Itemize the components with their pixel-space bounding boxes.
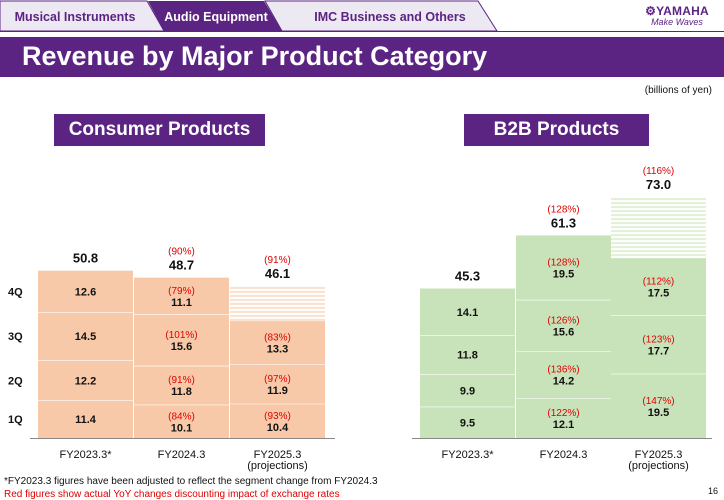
category-label-consumer-1: FY2024.3: [158, 449, 206, 461]
logo-tagline: Make Waves: [651, 17, 703, 27]
bar-consumer-2-1q: [230, 403, 325, 438]
yoy-label-consumer-2-1q: (93%): [264, 411, 291, 422]
value-label-consumer-2-1q: 10.4: [267, 422, 289, 434]
value-label-consumer-0-3q: 14.5: [75, 331, 96, 343]
bar-b2b-2-2q: [611, 315, 706, 374]
value-label-b2b-1-4q: 19.5: [553, 269, 574, 281]
total-label-consumer-2: 46.1: [265, 266, 290, 281]
tab-imc-business[interactable]: IMC Business and Others: [314, 10, 466, 24]
bar-b2b-0-4q: [420, 288, 515, 336]
quarter-label-1q: 1Q: [8, 414, 23, 426]
value-label-consumer-1-1q: 10.1: [171, 422, 192, 434]
yoy-label-consumer-1-2q: (91%): [168, 375, 195, 386]
value-label-consumer-0-4q: 12.6: [75, 286, 96, 298]
value-label-consumer-0-2q: 12.2: [75, 375, 96, 387]
bar-consumer-0-1q: [38, 400, 133, 438]
tab-musical-instruments[interactable]: Musical Instruments: [14, 10, 136, 24]
quarter-label-3q: 3Q: [8, 331, 23, 343]
bar-b2b-1-3q: [516, 299, 611, 352]
bar-consumer-1-1q: [134, 404, 229, 438]
page-title: Revenue by Major Product Category: [22, 41, 488, 71]
bar-consumer-1-3q: [134, 314, 229, 366]
bar-consumer-0-3q: [38, 312, 133, 361]
category-label-consumer-2-sub: (projections): [247, 460, 308, 472]
bar-b2b-2-3q: [611, 257, 706, 316]
category-label-consumer-2: FY2025.3: [254, 449, 302, 461]
category-label-b2b-1: FY2024.3: [540, 449, 588, 461]
total-yoy-label-consumer-1: (90%): [168, 246, 195, 257]
yoy-label-consumer-2-3q: (83%): [264, 332, 291, 343]
category-label-b2b-0: FY2023.3*: [442, 449, 495, 461]
yoy-label-b2b-1-1q: (122%): [547, 408, 579, 419]
yoy-label-consumer-1-4q: (79%): [168, 286, 195, 297]
category-label-consumer-0: FY2023.3*: [60, 449, 113, 461]
bar-consumer-2-2q: [230, 364, 325, 404]
bar-b2b-0-3q: [420, 335, 515, 374]
bar-b2b-2-1q: [611, 373, 706, 438]
yoy-label-b2b-1-3q: (126%): [547, 315, 579, 326]
value-label-b2b-1-3q: 15.6: [553, 326, 574, 338]
value-label-consumer-2-2q: 11.9: [267, 385, 288, 397]
total-yoy-label-consumer-2: (91%): [264, 255, 291, 266]
value-label-consumer-2-3q: 13.3: [267, 343, 288, 355]
consumer-products-heading: Consumer Products: [54, 114, 265, 146]
value-label-consumer-0-1q: 11.4: [75, 414, 97, 426]
value-label-b2b-1-2q: 14.2: [553, 376, 574, 388]
tab-audio-equipment[interactable]: Audio Equipment: [164, 10, 268, 24]
yoy-label-b2b-2-1q: (147%): [642, 396, 674, 407]
total-label-b2b-1: 61.3: [551, 216, 576, 231]
bar-b2b-1-4q: [516, 235, 611, 300]
value-label-b2b-1-1q: 12.1: [553, 419, 574, 431]
value-label-b2b-0-4q: 14.1: [457, 307, 478, 319]
total-yoy-label-b2b-1: (128%): [547, 205, 579, 216]
yoy-label-b2b-2-2q: (123%): [642, 334, 674, 345]
value-label-b2b-2-3q: 17.5: [648, 287, 669, 299]
bar-b2b-0-1q: [420, 406, 515, 438]
tab-audio-equipment-shape[interactable]: [148, 1, 282, 31]
total-label-consumer-0: 50.8: [73, 250, 98, 265]
value-label-b2b-2-1q: 19.5: [648, 407, 669, 419]
quarter-label-2q: 2Q: [8, 375, 23, 387]
value-label-consumer-1-4q: 11.1: [171, 297, 192, 309]
bar-consumer-1-4q: [134, 277, 229, 315]
bar-consumer-0-4q: [38, 270, 133, 313]
unit-label: (billions of yen): [644, 85, 712, 96]
quarter-label-4q: 4Q: [8, 286, 23, 298]
yoy-label-b2b-1-2q: (136%): [547, 365, 579, 376]
footnote-adjustment: *FY2023.3 figures have been adjusted to …: [4, 476, 378, 487]
bar-b2b-0-2q: [420, 373, 515, 407]
bar-consumer-1-2q: [134, 365, 229, 405]
yoy-label-b2b-2-3q: (112%): [643, 276, 675, 287]
yoy-label-consumer-2-2q: (97%): [264, 374, 291, 385]
bar-consumer-2-3q: [230, 320, 325, 365]
value-label-b2b-2-2q: 17.7: [648, 345, 669, 357]
b2b-products-heading: B2B Products: [464, 114, 649, 146]
yoy-label-b2b-1-4q: (128%): [547, 258, 579, 269]
total-yoy-label-b2b-2: (116%): [643, 166, 675, 177]
value-label-b2b-0-2q: 9.9: [460, 385, 475, 397]
bar-b2b-1-1q: [516, 398, 611, 438]
segment-tab-bar: [0, 0, 724, 32]
value-label-consumer-1-2q: 11.8: [171, 386, 192, 398]
category-label-b2b-2: FY2025.3: [635, 449, 683, 461]
bar-consumer-0-2q: [38, 360, 133, 401]
category-label-b2b-2-sub: (projections): [628, 460, 689, 472]
page-number: 16: [707, 486, 718, 496]
footnote-yoy: Red figures show actual YoY changes disc…: [4, 489, 340, 500]
total-label-consumer-1: 48.7: [169, 257, 194, 272]
value-label-b2b-0-1q: 9.5: [460, 417, 475, 429]
bar-b2b-1-2q: [516, 351, 611, 399]
total-label-b2b-2: 73.0: [646, 177, 671, 192]
value-label-b2b-0-3q: 11.8: [457, 350, 478, 362]
value-label-consumer-1-3q: 15.6: [171, 341, 192, 353]
title-bar: [0, 37, 724, 77]
logo-brand: ⚙YAMAHA: [645, 4, 709, 18]
yoy-label-consumer-1-1q: (84%): [168, 411, 195, 422]
yoy-label-consumer-1-3q: (101%): [165, 330, 197, 341]
total-label-b2b-0: 45.3: [455, 269, 480, 284]
yamaha-logo: ⚙YAMAHA Make Waves: [642, 4, 712, 27]
